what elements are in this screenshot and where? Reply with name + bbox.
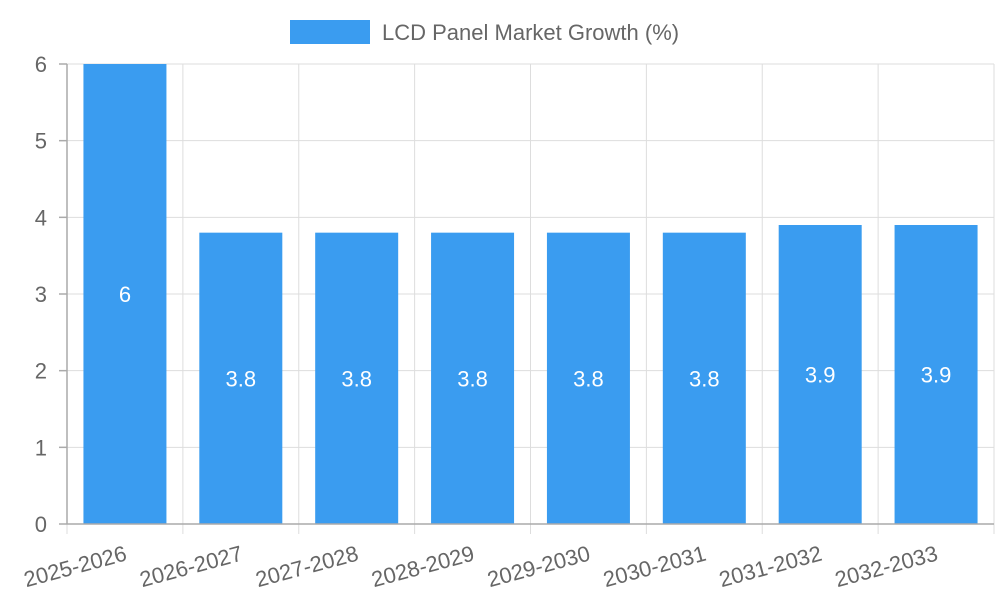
legend-swatch	[290, 20, 370, 44]
x-tick-label: 2031-2032	[716, 541, 824, 592]
y-tick-label: 6	[35, 52, 47, 77]
y-tick-label: 0	[35, 512, 47, 537]
data-label: 3.8	[341, 366, 372, 391]
y-tick-label: 1	[35, 435, 47, 460]
bar[interactable]	[431, 232, 515, 524]
data-label: 3.8	[573, 366, 604, 391]
x-tick-label: 2030-2031	[601, 541, 709, 592]
data-label: 3.8	[457, 366, 488, 391]
x-tick-label: 2026-2027	[137, 541, 245, 592]
data-label: 6	[119, 282, 131, 307]
bar[interactable]	[315, 232, 399, 524]
data-label: 3.8	[689, 366, 720, 391]
x-tick-label: 2025-2026	[21, 541, 129, 592]
bar[interactable]	[662, 232, 746, 524]
y-tick-label: 2	[35, 359, 47, 384]
x-tick-label: 2032-2033	[832, 541, 940, 592]
bar[interactable]	[83, 64, 167, 524]
x-tick-label: 2029-2030	[485, 541, 593, 592]
bar[interactable]	[546, 232, 630, 524]
x-tick-label: 2028-2029	[369, 541, 477, 592]
y-tick-label: 5	[35, 129, 47, 154]
data-label: 3.8	[226, 366, 257, 391]
bar[interactable]	[778, 225, 862, 524]
x-tick-label: 2027-2028	[253, 541, 361, 592]
y-tick-label: 3	[35, 282, 47, 307]
bar[interactable]	[894, 225, 978, 524]
legend-label: LCD Panel Market Growth (%)	[382, 20, 679, 45]
bars: 6 3.8 3.8 3.8 3.8 3.8 3.9 3.9	[83, 64, 978, 524]
y-tick-label: 4	[35, 205, 47, 230]
bar[interactable]	[199, 232, 283, 524]
data-label: 3.9	[921, 363, 952, 388]
legend[interactable]: LCD Panel Market Growth (%)	[290, 20, 679, 45]
data-label: 3.9	[805, 363, 836, 388]
